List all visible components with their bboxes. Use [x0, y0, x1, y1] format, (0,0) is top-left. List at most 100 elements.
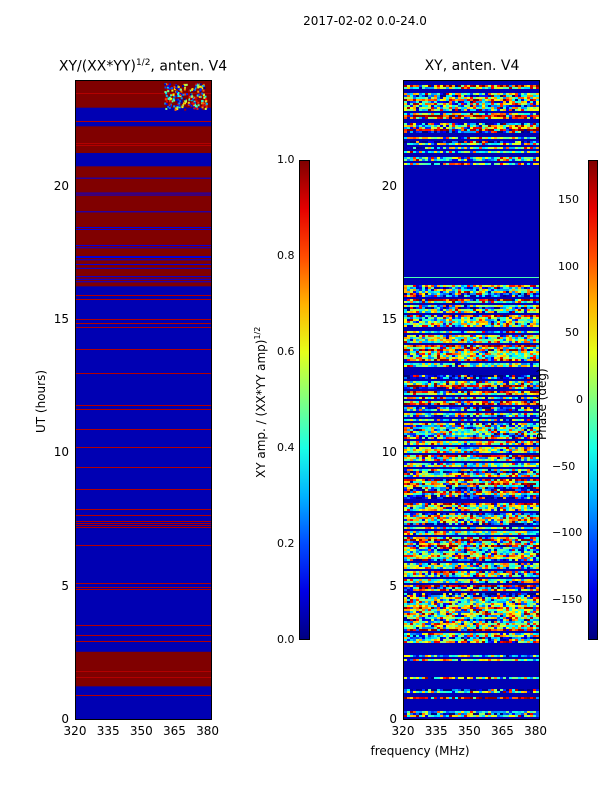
panel2-cell [503, 141, 506, 143]
panel2-cell [467, 351, 470, 353]
panel2-cell [437, 341, 440, 343]
panel2-cell [464, 375, 467, 377]
panel2-cell [410, 307, 413, 309]
panel2-cell [476, 423, 479, 425]
panel2-cell [407, 95, 410, 97]
panel2-cell [473, 317, 476, 319]
panel2-cell [479, 383, 482, 385]
panel2-cell [470, 323, 473, 325]
panel2-cell [494, 317, 497, 319]
panel2-cell [524, 383, 527, 385]
panel2-cell [464, 101, 467, 103]
panel1-heatmap[interactable] [75, 80, 212, 720]
panel2-cell [410, 427, 413, 429]
panel2-cell [440, 465, 443, 467]
panel2-cell [503, 115, 506, 117]
panel2-cell [503, 441, 506, 443]
panel2-cell [521, 459, 524, 461]
panel2-cell [497, 377, 500, 379]
panel2-heatmap[interactable] [403, 80, 540, 720]
panel2-cell [488, 309, 491, 311]
panel2-cell [515, 459, 518, 461]
panel2-cell [458, 351, 461, 353]
panel2-cell [470, 365, 473, 367]
panel2-cell [467, 357, 470, 359]
panel2-cell [434, 93, 437, 95]
panel2-cell [488, 365, 491, 367]
panel2-cell [455, 159, 458, 161]
panel2-cell [431, 299, 434, 301]
panel2-cell [455, 459, 458, 461]
panel2-cell [482, 481, 485, 483]
panel2-cell [431, 419, 434, 421]
panel1-speckle [169, 100, 172, 103]
panel2-cell [479, 429, 482, 431]
panel2-cell [485, 485, 488, 487]
panel2-cell [506, 485, 509, 487]
panel2-cell [446, 423, 449, 425]
panel2-cell [464, 125, 467, 127]
panel2-cell [500, 103, 503, 105]
ytick-label: 5 [61, 578, 69, 593]
panel2-cell [530, 289, 533, 291]
panel2-cell [443, 349, 446, 351]
panel2-cell [515, 455, 518, 457]
panel2-cell [461, 419, 464, 421]
panel2-cell [446, 485, 449, 487]
panel2-cell [443, 483, 446, 485]
panel2-cell [428, 105, 431, 107]
panel1-gap-line [76, 281, 211, 283]
panel2-cell [494, 479, 497, 481]
panel2-cell [500, 311, 503, 313]
panel2-cell [407, 463, 410, 465]
panel2-cell [404, 307, 407, 309]
panel2-cell [419, 423, 422, 425]
panel2-cell [434, 339, 437, 341]
panel2-cell [410, 483, 413, 485]
panel2-cell [464, 107, 467, 109]
panel1-speckle [175, 98, 178, 101]
panel2-cell [434, 311, 437, 313]
panel2-cell [536, 383, 539, 385]
panel2-cell [455, 335, 458, 337]
panel2-cell [521, 127, 524, 129]
panel2-cell [458, 113, 461, 115]
panel2-cell [494, 481, 497, 483]
panel2-cell [488, 301, 491, 303]
panel2-cell [518, 375, 521, 377]
panel2-cell [515, 365, 518, 367]
panel2-cell [497, 441, 500, 443]
panel2-cell [443, 301, 446, 303]
panel2-cell [455, 349, 458, 351]
panel2-cell [518, 323, 521, 325]
panel2-cell [536, 349, 539, 351]
panel2-cell [470, 465, 473, 467]
panel2-cell [518, 355, 521, 357]
panel2-cell [419, 475, 422, 477]
panel2-cell [491, 347, 494, 349]
panel2-cell [437, 131, 440, 133]
panel2-cell [518, 305, 521, 307]
panel2-cell [500, 295, 503, 297]
panel2-cell [482, 127, 485, 129]
panel1-flag-line [76, 295, 211, 296]
panel2-cell [524, 131, 527, 133]
panel2-cell [428, 285, 431, 287]
panel2-cell [536, 465, 539, 467]
panel2-cell [527, 431, 530, 433]
panel2-cell [482, 397, 485, 399]
panel2-cell [407, 99, 410, 101]
panel2-cell [458, 349, 461, 351]
panel2-cell [443, 159, 446, 161]
panel2-cell [482, 101, 485, 103]
panel1-speckle [202, 84, 205, 87]
panel2-cell [425, 137, 428, 139]
panel2-cell [503, 459, 506, 461]
panel2-cell [461, 285, 464, 287]
panel2-cell [476, 305, 479, 307]
xtick-label: 365 [162, 724, 186, 738]
panel2-cell [491, 397, 494, 399]
panel2-cell [431, 157, 434, 159]
panel2-cell [455, 321, 458, 323]
panel2-cell [458, 341, 461, 343]
